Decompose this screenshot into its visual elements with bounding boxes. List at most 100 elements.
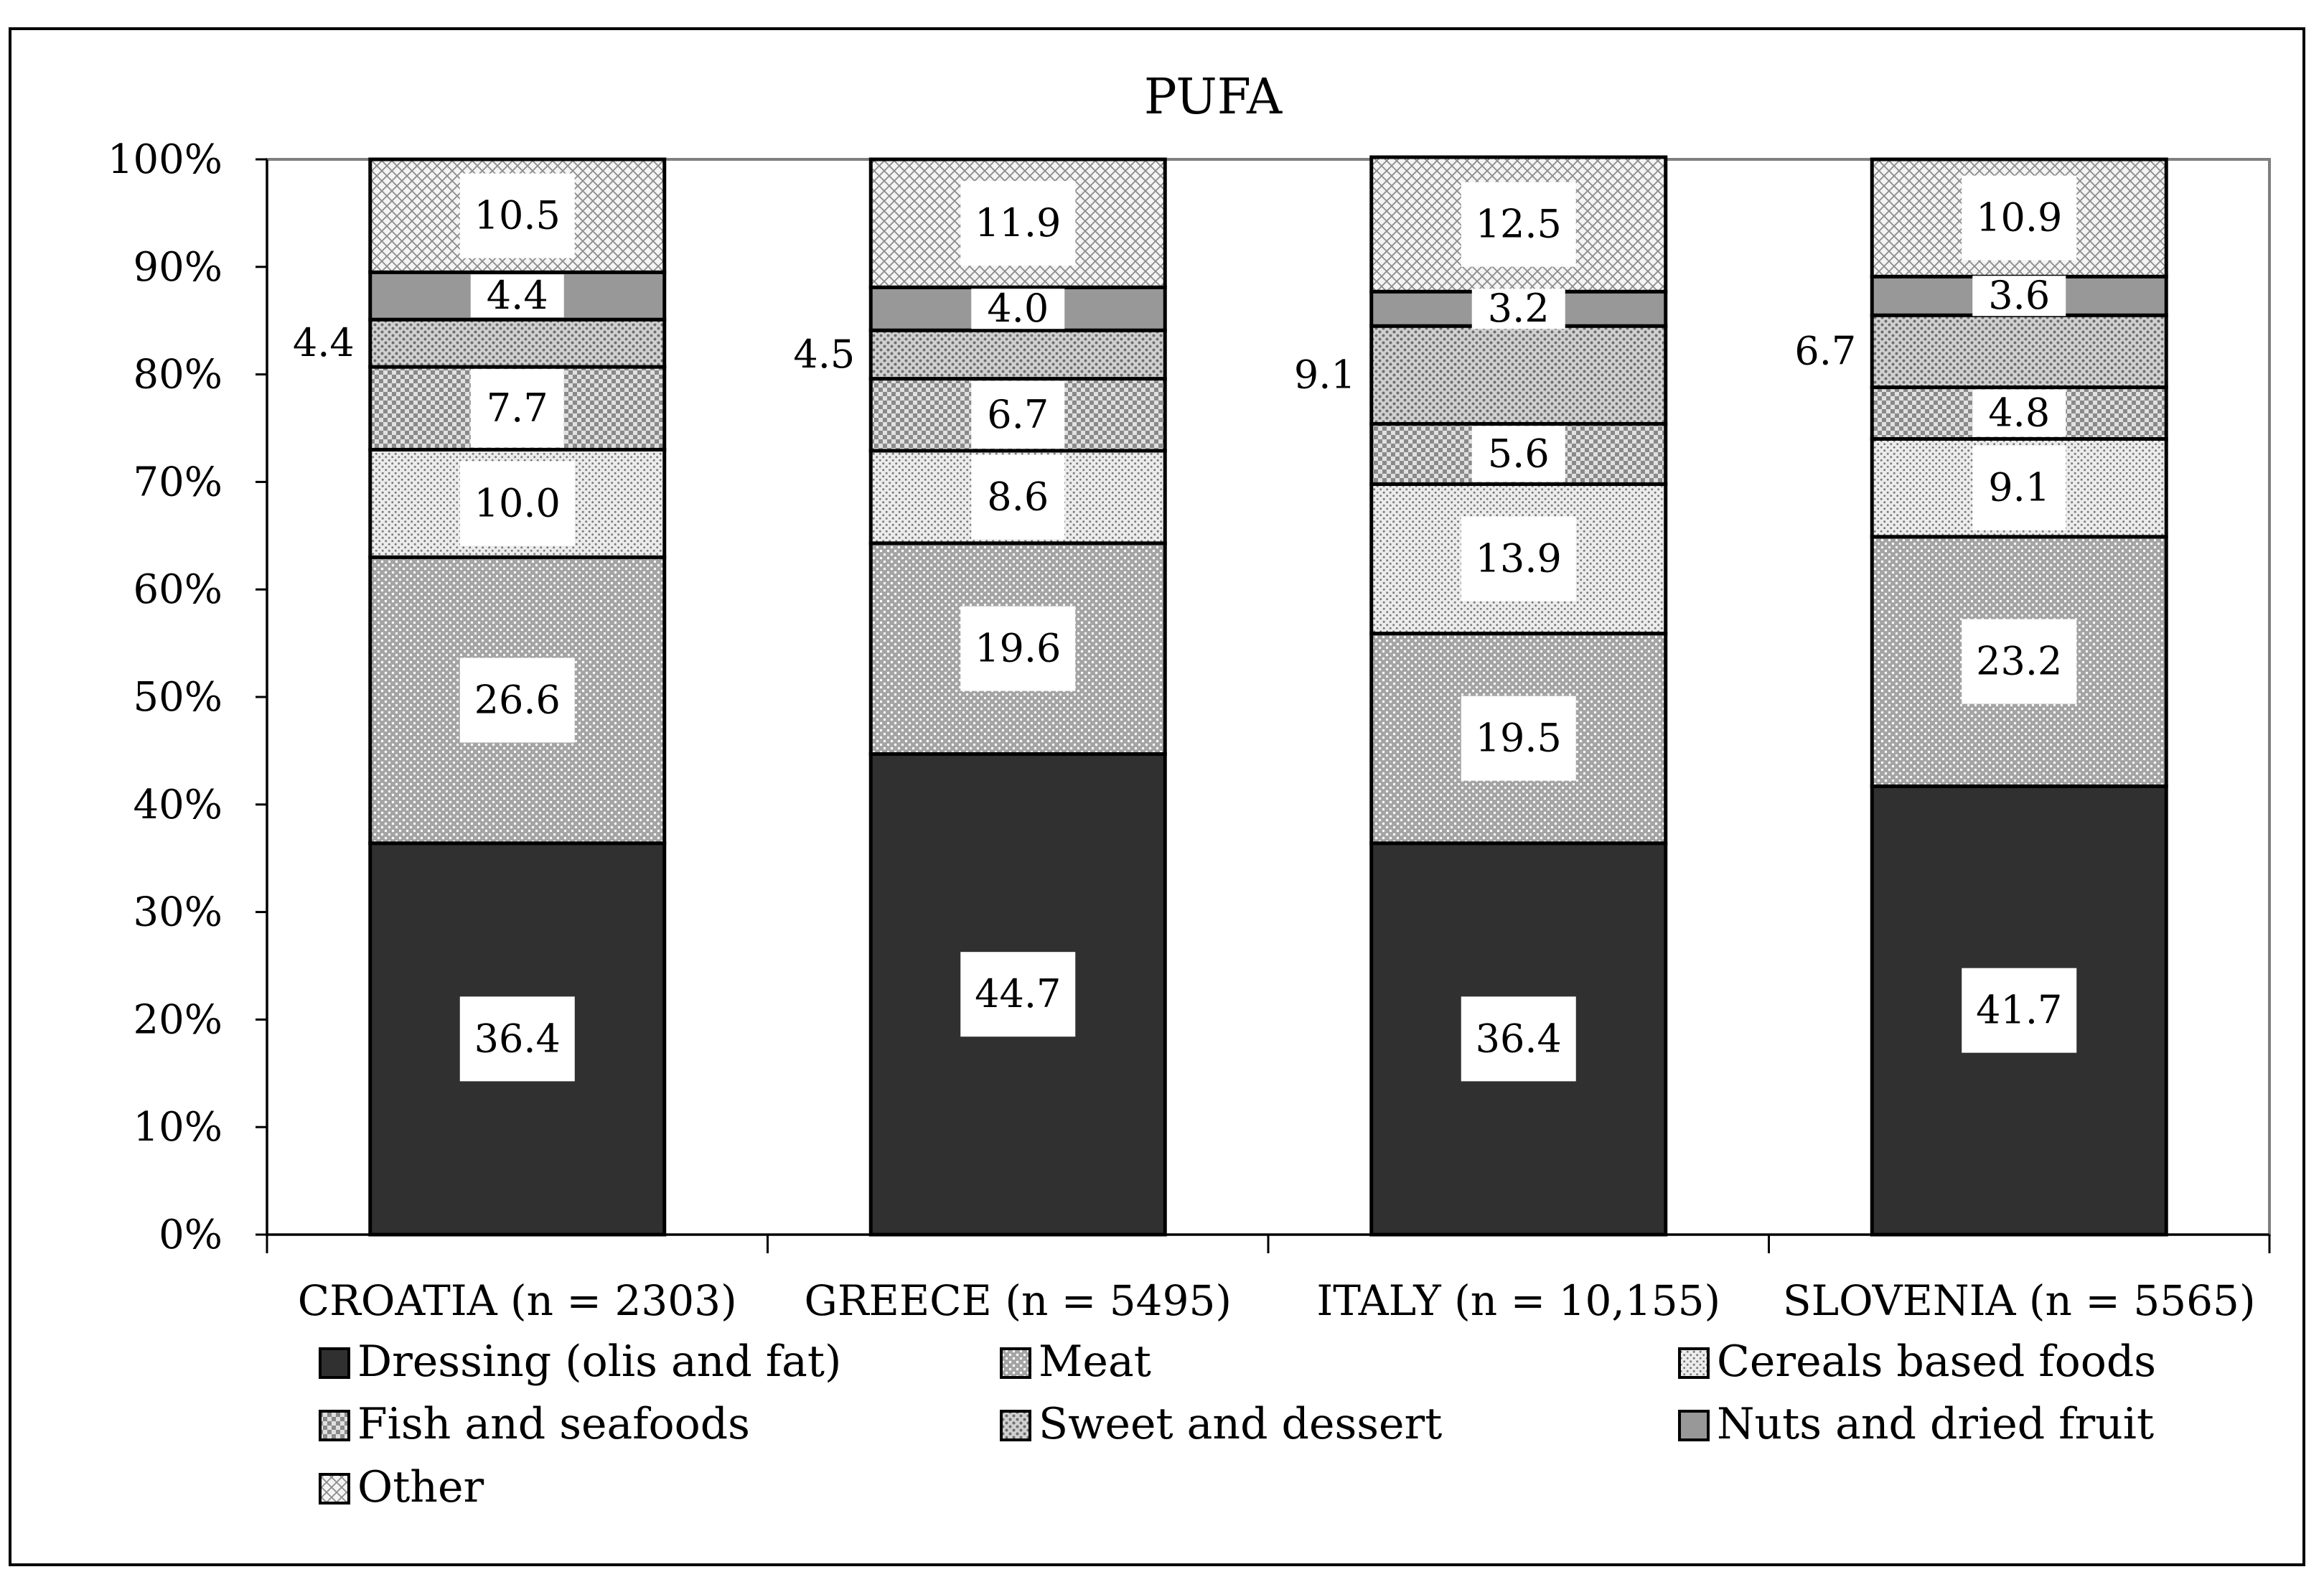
data-label: 7.7 — [487, 385, 548, 431]
x-category-label: CROATIA (n = 2303) — [298, 1276, 737, 1325]
data-label: 12.5 — [1476, 202, 1562, 247]
data-label: 13.9 — [1476, 536, 1562, 581]
y-tick-label: 20% — [133, 996, 222, 1043]
bar-segment — [1369, 324, 1668, 426]
legend-swatch — [1000, 1410, 1031, 1441]
legend: Dressing (olis and fat) Meat Cereals based… — [319, 1337, 2156, 1512]
data-label-box — [1471, 289, 1565, 329]
y-tick-label: 90% — [133, 244, 222, 291]
data-label: 36.4 — [1476, 1016, 1562, 1061]
legend-item: Cereals based foods — [1678, 1337, 2156, 1387]
bar-segment — [1870, 784, 2168, 1237]
y-tick-label: 100% — [108, 136, 222, 183]
legend-item: Meat — [1000, 1337, 1151, 1387]
legend-swatch — [1678, 1347, 1710, 1379]
data-label: 44.7 — [975, 971, 1061, 1016]
data-label-box — [1471, 426, 1565, 482]
data-label-box — [459, 461, 575, 546]
data-label: 23.2 — [1976, 639, 2062, 684]
data-label: 10.0 — [474, 480, 561, 525]
y-tick-label: 10% — [133, 1104, 222, 1151]
data-label-box — [1962, 968, 2077, 1053]
data-label-box — [1962, 619, 2077, 704]
data-label-box — [1461, 182, 1576, 267]
data-label: 4.5 — [793, 332, 855, 377]
data-label: 4.0 — [987, 286, 1049, 331]
data-label-box — [971, 380, 1065, 449]
data-label: 10.5 — [474, 193, 561, 238]
data-label: 8.6 — [987, 474, 1049, 519]
x-axis: CROATIA (n = 2303) GREECE (n = 5495) ITALY… — [266, 1233, 2271, 1325]
y-tick-label: 70% — [133, 459, 222, 505]
data-label: 4.8 — [1988, 390, 2050, 436]
bar-group: 44.7 19.6 8.6 6.7 4.5 4.0 11.9 — [793, 157, 1167, 1237]
bar-segment — [1870, 313, 2168, 390]
y-tick-label: 50% — [133, 674, 222, 721]
data-label-box — [960, 952, 1076, 1037]
legend-item: Nuts and dried fruit — [1678, 1399, 2154, 1449]
data-label: 41.7 — [1976, 988, 2062, 1033]
legend-label: Nuts and dried fruit — [1717, 1399, 2154, 1449]
bars: 36.426.610.07.74.44.410.544.719.68.66.74… — [293, 155, 2168, 1237]
legend-swatch — [1000, 1347, 1031, 1379]
data-label: 5.6 — [1488, 431, 1550, 476]
y-tick-label: 30% — [133, 889, 222, 936]
legend-item: Fish and seafoods — [319, 1399, 750, 1449]
data-label: 36.4 — [474, 1016, 561, 1061]
chart-title: PUFA — [1144, 69, 1283, 126]
legend-label: Fish and seafoods — [357, 1399, 750, 1449]
data-label-box — [1972, 276, 2066, 317]
legend-swatch — [1678, 1410, 1710, 1441]
y-tick-label: 80% — [133, 352, 222, 398]
data-label-box — [1972, 389, 2066, 437]
data-label-box — [960, 181, 1076, 266]
data-label-box — [971, 454, 1065, 540]
legend-label: Other — [357, 1462, 484, 1512]
data-label-box — [470, 369, 564, 448]
legend-item: Sweet and dessert — [1000, 1399, 1442, 1449]
legend-label: Meat — [1039, 1337, 1151, 1387]
legend-item: Other — [319, 1462, 484, 1512]
legend-label: Dressing (olis and fat) — [357, 1337, 841, 1387]
data-label-box — [960, 606, 1076, 691]
legend-label: Cereals based foods — [1717, 1337, 2156, 1387]
data-label-box — [1962, 175, 2077, 261]
data-label-box — [459, 173, 575, 258]
data-label: 3.2 — [1488, 286, 1550, 331]
data-label: 9.1 — [1294, 352, 1356, 397]
data-label-box — [470, 274, 564, 318]
y-tick-label: 0% — [159, 1212, 222, 1258]
data-label-box — [1461, 516, 1576, 602]
data-label: 10.9 — [1976, 195, 2062, 240]
data-label: 4.4 — [487, 273, 548, 318]
x-category-label: SLOVENIA (n = 5565) — [1783, 1276, 2256, 1325]
data-label-box — [971, 289, 1065, 329]
data-label: 6.7 — [1794, 328, 1856, 373]
data-label-box — [1972, 445, 2066, 530]
data-label-box — [1461, 696, 1576, 781]
data-label: 9.1 — [1988, 465, 2050, 510]
legend-label: Sweet and dessert — [1039, 1399, 1442, 1449]
legend-swatch — [319, 1347, 350, 1379]
y-tick-label: 60% — [133, 566, 222, 613]
data-label: 6.7 — [987, 392, 1049, 437]
data-label: 4.4 — [293, 320, 355, 365]
data-label-box — [1461, 996, 1576, 1082]
x-category-label: ITALY (n = 10,155) — [1316, 1276, 1720, 1325]
y-axis: 0% 10% 20% 30% 40% 50% 60% 70% 80% 90% 100% — [108, 136, 268, 1258]
y-tick-label: 40% — [133, 782, 222, 828]
x-category-label: GREECE (n = 5495) — [804, 1276, 1232, 1325]
data-label: 19.6 — [975, 626, 1061, 671]
legend-swatch — [319, 1473, 350, 1505]
legend-item: Dressing (olis and fat) — [319, 1337, 841, 1387]
legend-swatch — [319, 1410, 350, 1441]
data-label: 11.9 — [975, 200, 1061, 245]
bar-group: 41.7 23.2 9.1 4.8 6.7 3.6 10.9 — [1794, 157, 2168, 1237]
data-label: 19.5 — [1476, 716, 1562, 761]
data-label: 26.6 — [474, 677, 561, 722]
data-label-box — [459, 658, 575, 743]
data-label: 3.6 — [1988, 273, 2050, 318]
bar-segment — [368, 317, 667, 369]
data-label-box — [459, 996, 575, 1082]
